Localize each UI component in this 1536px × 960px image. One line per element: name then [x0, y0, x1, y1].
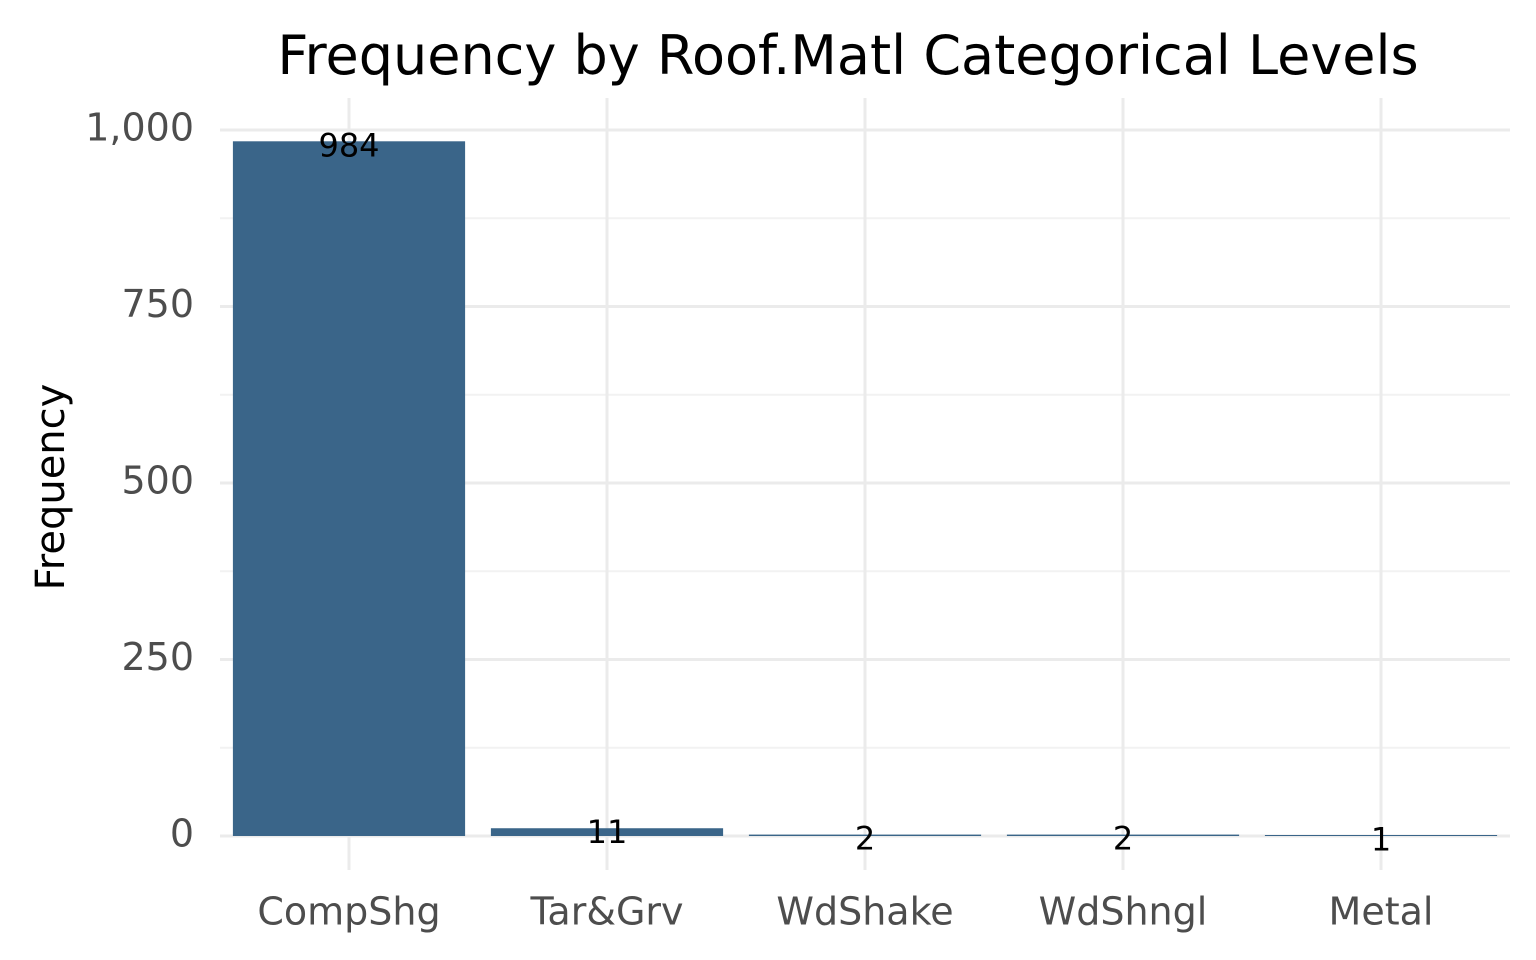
x-tick-label: CompShg	[257, 890, 440, 934]
data-label: 2	[1113, 820, 1133, 858]
data-label: 11	[587, 813, 628, 851]
data-labels: 984 11 2 2 1	[318, 126, 1391, 858]
bar-wdshake	[748, 834, 982, 836]
x-tick-label: Metal	[1329, 890, 1434, 934]
x-axis-tick-labels: CompShg Tar&Grv WdShake WdShngl Metal	[257, 890, 1433, 934]
y-tick-label: 750	[121, 282, 194, 326]
x-tick-label: Tar&Grv	[529, 890, 683, 934]
bar-tar-grv	[490, 828, 724, 836]
y-tick-label: 0	[170, 812, 194, 856]
y-tick-label: 250	[121, 635, 194, 679]
y-axis-title: Frequency	[28, 384, 74, 591]
bar-metal	[1264, 835, 1498, 836]
data-label: 1	[1371, 820, 1391, 858]
y-axis-tick-labels: 0 250 500 750 1,000	[85, 106, 194, 856]
x-tick-label: WdShngl	[1039, 890, 1208, 934]
chart-title: Frequency by Roof.Matl Categorical Level…	[277, 24, 1418, 87]
data-label: 2	[855, 820, 875, 858]
x-tick-label: WdShake	[776, 890, 953, 934]
y-tick-label: 500	[121, 459, 194, 503]
y-tick-label: 1,000	[85, 106, 194, 150]
bar-wdshngl	[1006, 834, 1240, 836]
data-label: 984	[318, 126, 379, 164]
bar-compshg	[232, 141, 466, 836]
bars	[232, 141, 1498, 836]
